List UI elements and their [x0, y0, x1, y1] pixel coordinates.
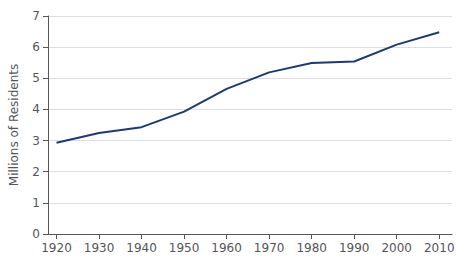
svg-text:7: 7: [32, 9, 40, 23]
svg-text:1940: 1940: [126, 241, 157, 255]
svg-text:3: 3: [32, 134, 40, 148]
svg-text:2: 2: [32, 165, 40, 179]
svg-text:2000: 2000: [381, 241, 412, 255]
svg-text:1980: 1980: [296, 241, 327, 255]
svg-text:1920: 1920: [41, 241, 72, 255]
svg-text:2010: 2010: [424, 241, 455, 255]
svg-text:1: 1: [32, 196, 40, 210]
svg-text:6: 6: [32, 40, 40, 54]
svg-text:1960: 1960: [211, 241, 242, 255]
svg-text:1950: 1950: [169, 241, 200, 255]
svg-text:4: 4: [32, 102, 40, 116]
svg-text:1990: 1990: [339, 241, 370, 255]
svg-text:1930: 1930: [84, 241, 115, 255]
svg-text:0: 0: [32, 227, 40, 241]
svg-text:1970: 1970: [254, 241, 285, 255]
svg-text:Millions of Residents: Millions of Residents: [7, 64, 21, 186]
svg-text:5: 5: [32, 71, 40, 85]
